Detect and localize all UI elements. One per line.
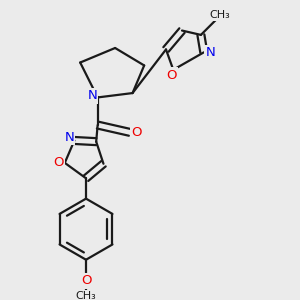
Text: N: N [64, 131, 74, 144]
Text: O: O [81, 274, 91, 287]
Text: N: N [88, 89, 97, 103]
Text: O: O [53, 156, 64, 170]
Text: N: N [205, 46, 215, 59]
Text: CH₃: CH₃ [209, 11, 230, 20]
Text: CH₃: CH₃ [76, 291, 96, 300]
Text: O: O [131, 126, 141, 139]
Text: O: O [167, 68, 177, 82]
